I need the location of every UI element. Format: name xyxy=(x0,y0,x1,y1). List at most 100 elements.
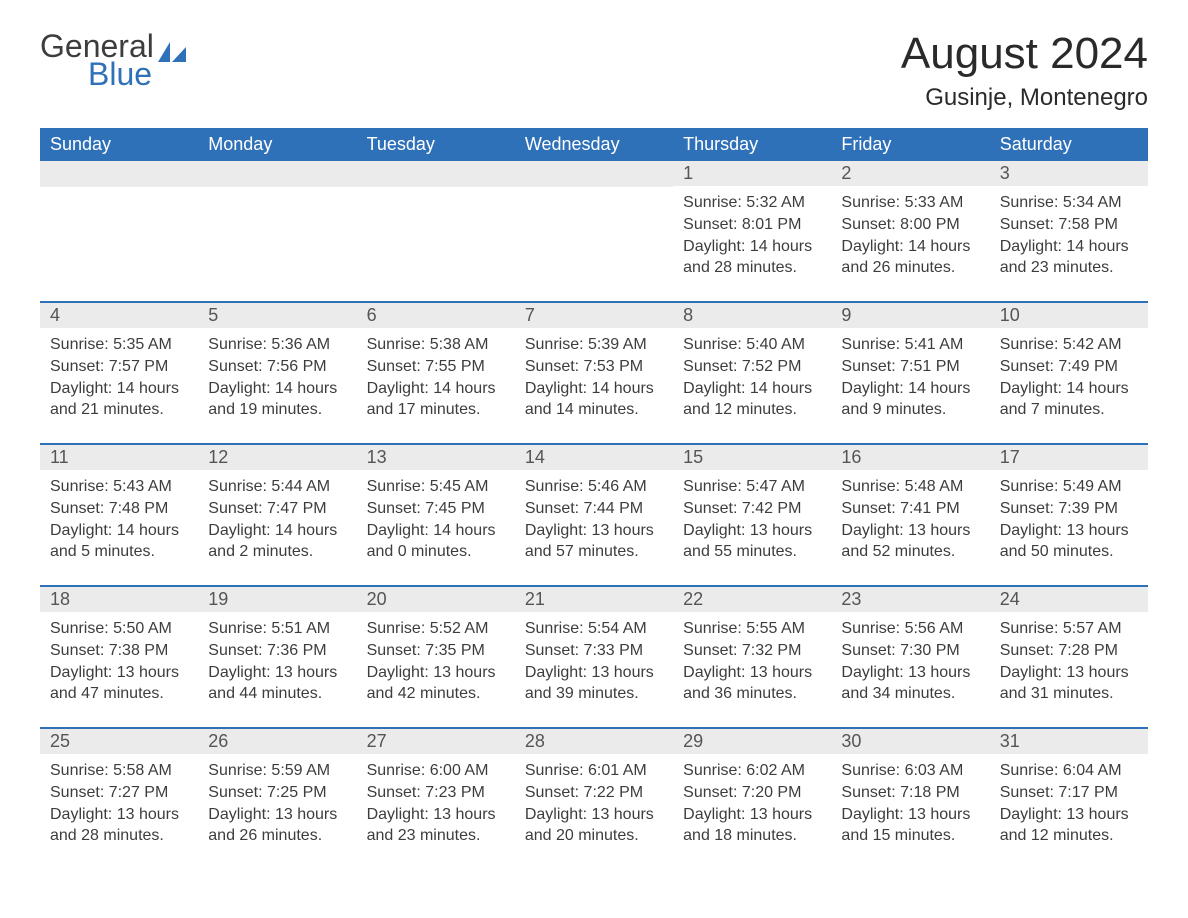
day-cell: 31Sunrise: 6:04 AMSunset: 7:17 PMDayligh… xyxy=(990,729,1148,849)
day-cell: 15Sunrise: 5:47 AMSunset: 7:42 PMDayligh… xyxy=(673,445,831,565)
day-cell: 26 Sunrise: 5:59 AMSunset: 7:25 PMDayligh… xyxy=(198,729,356,849)
daylight-line: Daylight: 14 hours and 14 minutes. xyxy=(525,378,663,421)
daylight-line: Daylight: 13 hours and 31 minutes. xyxy=(1000,662,1138,705)
week-row: 18 Sunrise: 5:50 AMSunset: 7:38 PM Dayligh… xyxy=(40,585,1148,707)
day-number: 6 xyxy=(357,303,515,328)
day-body: Sunrise: 5:49 AMSunset: 7:39 PMDaylight:… xyxy=(990,470,1148,562)
sunset-line: Sunset: 7:51 PM xyxy=(841,356,979,378)
sunset-line: Sunset: 8:01 PM xyxy=(683,214,821,236)
sunset-line: Sunset: 7:18 PM xyxy=(841,782,979,804)
day-number: 8 xyxy=(673,303,831,328)
sunset-line: Sunset: 7:33 PM xyxy=(525,640,663,662)
day-body: Sunrise: 5:43 AMSunset: 7:48 PMDaylight:… xyxy=(40,470,198,562)
day-cell: 9Sunrise: 5:41 AMSunset: 7:51 PMDaylight… xyxy=(831,303,989,423)
day-cell: 14Sunrise: 5:46 AMSunset: 7:44 PMDayligh… xyxy=(515,445,673,565)
weekday-header-row: SundayMondayTuesdayWednesdayThursdayFrid… xyxy=(40,128,1148,161)
sunrise-line: Sunrise: 5:41 AM xyxy=(841,334,979,356)
sunset-line: Sunset: 7:57 PM xyxy=(50,356,188,378)
sunrise-line: Sunrise: 5:49 AM xyxy=(1000,476,1138,498)
sunset-line: Sunset: 7:42 PM xyxy=(683,498,821,520)
sunset-line: Sunset: 7:25 PM xyxy=(208,782,346,804)
sunset-line: Sunset: 7:58 PM xyxy=(1000,214,1138,236)
day-cell: 29 Sunrise: 6:02 AMSunset: 7:20 PMDayligh… xyxy=(673,729,831,849)
daylight-line: Daylight: 13 hours and 15 minutes. xyxy=(841,804,979,847)
daylight-line: Daylight: 13 hours and 39 minutes. xyxy=(525,662,663,705)
day-number: 26 xyxy=(198,729,356,754)
sunrise-line: Sunrise: 5:56 AM xyxy=(841,618,979,640)
sunrise-line: Sunrise: 5:57 AM xyxy=(1000,618,1138,640)
sunrise-line: Sunrise: 5:32 AM xyxy=(683,192,821,214)
daylight-line: Daylight: 14 hours and 19 minutes. xyxy=(208,378,346,421)
day-number: 12 xyxy=(198,445,356,470)
calendar: SundayMondayTuesdayWednesdayThursdayFrid… xyxy=(40,128,1148,849)
day-number: 19 xyxy=(198,587,356,612)
day-number: 29 xyxy=(673,729,831,754)
day-number: 5 xyxy=(198,303,356,328)
sunrise-line: Sunrise: 6:00 AM xyxy=(367,760,505,782)
day-cell: 27Sunrise: 6:00 AMSunset: 7:23 PMDayligh… xyxy=(357,729,515,849)
day-number: 1 xyxy=(673,161,831,186)
day-body: Sunrise: 5:35 AMSunset: 7:57 PMDaylight:… xyxy=(40,328,198,420)
day-number xyxy=(515,161,673,187)
weekday-header: Thursday xyxy=(673,128,831,161)
sunrise-line: Sunrise: 5:42 AM xyxy=(1000,334,1138,356)
day-cell: 4Sunrise: 5:35 AMSunset: 7:57 PMDaylight… xyxy=(40,303,198,423)
daylight-line: Daylight: 13 hours and 26 minutes. xyxy=(208,804,346,847)
daylight-line: Daylight: 13 hours and 34 minutes. xyxy=(841,662,979,705)
day-number: 18 xyxy=(40,587,198,612)
day-cell: 5Sunrise: 5:36 AMSunset: 7:56 PMDaylight… xyxy=(198,303,356,423)
day-body: Sunrise: 5:33 AMSunset: 8:00 PMDaylight:… xyxy=(831,186,989,278)
day-body: Sunrise: 5:58 AMSunset: 7:27 PMDaylight:… xyxy=(40,754,198,846)
day-body: Sunrise: 6:04 AMSunset: 7:17 PMDaylight:… xyxy=(990,754,1148,846)
day-number xyxy=(357,161,515,187)
day-cell: 8Sunrise: 5:40 AMSunset: 7:52 PMDaylight… xyxy=(673,303,831,423)
daylight-line: Daylight: 13 hours and 44 minutes. xyxy=(208,662,346,705)
sunset-line: Sunset: 7:22 PM xyxy=(525,782,663,804)
sunrise-line: Sunrise: 6:02 AM xyxy=(683,760,821,782)
day-body: Sunrise: 5:40 AMSunset: 7:52 PMDaylight:… xyxy=(673,328,831,420)
day-number: 7 xyxy=(515,303,673,328)
day-cell: 28Sunrise: 6:01 AMSunset: 7:22 PMDayligh… xyxy=(515,729,673,849)
day-cell xyxy=(198,161,356,281)
sunrise-line: Sunrise: 5:54 AM xyxy=(525,618,663,640)
sunset-line: Sunset: 7:38 PM xyxy=(50,640,188,662)
daylight-line: Daylight: 13 hours and 18 minutes. xyxy=(683,804,821,847)
sunrise-line: Sunrise: 5:55 AM xyxy=(683,618,821,640)
sunrise-line: Sunrise: 5:50 AM xyxy=(50,618,188,640)
day-number: 13 xyxy=(357,445,515,470)
sunset-line: Sunset: 7:45 PM xyxy=(367,498,505,520)
page-title: August 2024 xyxy=(901,30,1148,78)
daylight-line: Daylight: 13 hours and 12 minutes. xyxy=(1000,804,1138,847)
day-number: 21 xyxy=(515,587,673,612)
sunrise-line: Sunrise: 5:33 AM xyxy=(841,192,979,214)
day-number: 11 xyxy=(40,445,198,470)
day-number: 27 xyxy=(357,729,515,754)
day-cell: 6Sunrise: 5:38 AMSunset: 7:55 PMDaylight… xyxy=(357,303,515,423)
weekday-header: Wednesday xyxy=(515,128,673,161)
day-cell: 30Sunrise: 6:03 AMSunset: 7:18 PMDayligh… xyxy=(831,729,989,849)
sunrise-line: Sunrise: 5:52 AM xyxy=(367,618,505,640)
day-body: Sunrise: 5:38 AMSunset: 7:55 PMDaylight:… xyxy=(357,328,515,420)
day-number: 16 xyxy=(831,445,989,470)
day-body: Sunrise: 5:42 AMSunset: 7:49 PMDaylight:… xyxy=(990,328,1148,420)
sunrise-line: Sunrise: 5:59 AM xyxy=(208,760,346,782)
day-body: Sunrise: 5:55 AMSunset: 7:32 PMDaylight:… xyxy=(673,612,831,704)
day-number: 14 xyxy=(515,445,673,470)
sunset-line: Sunset: 8:00 PM xyxy=(841,214,979,236)
day-number: 30 xyxy=(831,729,989,754)
daylight-line: Daylight: 13 hours and 57 minutes. xyxy=(525,520,663,563)
day-cell xyxy=(515,161,673,281)
day-body: Sunrise: 5:47 AMSunset: 7:42 PMDaylight:… xyxy=(673,470,831,562)
daylight-line: Daylight: 13 hours and 28 minutes. xyxy=(50,804,188,847)
day-body: Sunrise: 5:57 AMSunset: 7:28 PMDaylight:… xyxy=(990,612,1148,704)
daylight-line: Daylight: 14 hours and 26 minutes. xyxy=(841,236,979,279)
day-body: Sunrise: 5:51 AMSunset: 7:36 PMDaylight:… xyxy=(198,612,356,704)
day-number: 9 xyxy=(831,303,989,328)
day-cell: 23Sunrise: 5:56 AMSunset: 7:30 PMDayligh… xyxy=(831,587,989,707)
weekday-header: Sunday xyxy=(40,128,198,161)
logo: General Blue xyxy=(40,30,186,90)
day-cell: 2Sunrise: 5:33 AMSunset: 8:00 PMDaylight… xyxy=(831,161,989,281)
sunset-line: Sunset: 7:20 PM xyxy=(683,782,821,804)
daylight-line: Daylight: 13 hours and 20 minutes. xyxy=(525,804,663,847)
day-cell: 18Sunrise: 5:50 AMSunset: 7:38 PMDayligh… xyxy=(40,587,198,707)
